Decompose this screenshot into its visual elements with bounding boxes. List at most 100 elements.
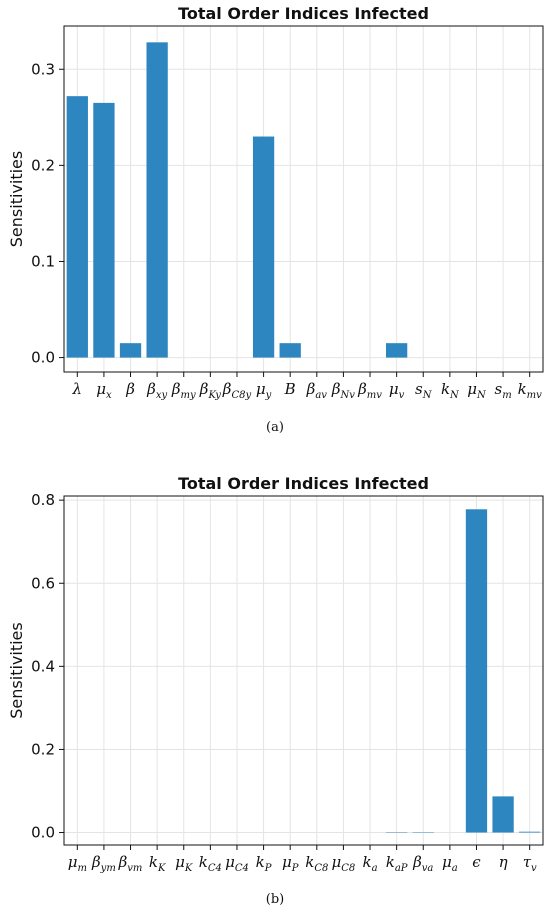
y-tick-label: 0.2	[31, 156, 55, 174]
x-tick-label: kmv	[518, 380, 543, 401]
x-tick-label: βmv	[357, 380, 382, 401]
x-tick-label: λ	[72, 380, 83, 398]
x-tick-sub: a	[372, 863, 378, 874]
bar	[66, 96, 88, 358]
y-tick-label: 0.2	[31, 740, 55, 758]
x-tick-label: μa	[442, 853, 458, 874]
y-tick-label: 0.0	[31, 349, 55, 367]
x-tick-sub: C4	[208, 863, 222, 874]
caption-a: (a)	[266, 420, 284, 435]
x-tick-label: μv	[389, 380, 405, 401]
x-tick-sub: ym	[100, 863, 116, 874]
y-tick-label: 0.8	[31, 491, 55, 509]
x-tick-base: λ	[72, 380, 83, 398]
x-tick-base: β	[146, 380, 156, 398]
chart-panel-b: Total Order Indices Infected 0.0 0.2 0.4 0.6…	[0, 470, 550, 914]
x-tick-label: μP	[282, 853, 299, 874]
x-tick-sub: aP	[395, 863, 408, 874]
x-tick-base: μ	[442, 853, 452, 871]
bar	[146, 42, 168, 358]
x-tick-label: μK	[175, 853, 193, 874]
x-tick-sub: Nv	[340, 390, 356, 401]
x-tick-sub: av	[315, 390, 327, 401]
x-tick-base: k	[256, 853, 265, 871]
chart-panel-a: Total Order Indices Infected 0.0 0.1 0.2 0.3…	[0, 0, 550, 440]
x-tick-base: μ	[332, 853, 342, 871]
x-tick-label: βym	[91, 853, 116, 874]
x-tick-sub: m	[77, 863, 86, 874]
x-tick-base: τ	[523, 853, 532, 871]
x-tick-label: kC8	[305, 853, 328, 874]
x-tick-label: kaP	[386, 853, 408, 874]
x-tick-base: μ	[256, 380, 266, 398]
x-tick-base: k	[305, 853, 314, 871]
caption-b: (b)	[265, 892, 285, 907]
x-tick-label: μy	[256, 380, 272, 401]
x-tick-base: β	[199, 380, 209, 398]
bars	[66, 509, 541, 833]
x-tick-base: β	[91, 853, 101, 871]
bar	[93, 102, 115, 358]
x-tick-label: μC4	[225, 853, 249, 874]
x-tick-label: sm	[494, 380, 511, 401]
x-tick-label: βKy	[199, 380, 222, 401]
x-tick-sub: v	[399, 390, 405, 401]
y-tick-label: 0.6	[31, 574, 55, 592]
x-tick-sub: P	[291, 863, 299, 874]
bar	[279, 343, 301, 358]
x-tick-label: βav	[306, 380, 328, 401]
x-tick-label: τv	[523, 853, 537, 874]
x-tick-sub: Ky	[207, 390, 221, 401]
x-tick-base: μ	[175, 853, 185, 871]
x-tick-base: k	[149, 853, 158, 871]
bar	[119, 343, 142, 358]
chart-a: Total Order Indices Infected 0.0 0.1 0.2 0.3…	[7, 4, 544, 401]
x-tick-label: kP	[256, 853, 272, 874]
x-tick-base: k	[362, 853, 371, 871]
x-tick-base: μ	[68, 853, 78, 871]
x-tick-label: βva	[412, 853, 433, 874]
x-tick-base: k	[199, 853, 208, 871]
x-tick-sub: v	[531, 863, 537, 874]
x-tick-base: η	[499, 853, 508, 871]
x-tick-label: μC8	[332, 853, 356, 874]
grid	[64, 26, 543, 372]
x-tick-base: β	[171, 380, 181, 398]
x-tick-base: k	[386, 853, 395, 871]
x-tick-label: βxy	[146, 380, 167, 401]
bar	[519, 831, 541, 833]
x-tick-label: β	[125, 380, 135, 398]
x-tick-label: βNv	[331, 380, 355, 401]
x-tick-label: kK	[149, 853, 166, 874]
x-tick-label: μx	[96, 380, 112, 401]
x-tick-base: β	[412, 853, 422, 871]
bar	[492, 796, 514, 833]
x-tick-sub: N	[449, 390, 460, 401]
x-tick-base: k	[518, 380, 527, 398]
y-axis-label: Sensitivities	[7, 151, 26, 247]
x-tick-base: β	[357, 380, 367, 398]
x-tick-sub: y	[265, 390, 272, 401]
bar	[385, 343, 408, 358]
x-tick-label: μm	[68, 853, 87, 874]
x-tick-sub: C8	[314, 863, 328, 874]
x-tick-base: μ	[225, 853, 235, 871]
x-tick-base: s	[415, 380, 423, 398]
x-tick-base: β	[118, 853, 128, 871]
x-tick-base: B	[284, 380, 296, 398]
x-tick-label: μN	[467, 380, 487, 401]
x-tick-label: βC8y	[222, 380, 252, 401]
bars	[66, 42, 541, 358]
x-tick-sub: a	[452, 863, 458, 874]
x-tick-label: kN	[441, 380, 460, 401]
x-tick-base: β	[331, 380, 341, 398]
x-tick-sub: C8	[341, 863, 355, 874]
x-tick-sub: N	[476, 390, 487, 401]
x-tick-label: η	[499, 853, 508, 871]
x-tick-base: s	[494, 380, 502, 398]
x-tick-sub: va	[422, 863, 434, 874]
chart-b: Total Order Indices Infected 0.0 0.2 0.4 0.6…	[7, 474, 544, 874]
y-axis-label: Sensitivities	[7, 622, 26, 718]
x-tick-label: ϵ	[472, 853, 481, 871]
x-tick-base: μ	[96, 380, 106, 398]
